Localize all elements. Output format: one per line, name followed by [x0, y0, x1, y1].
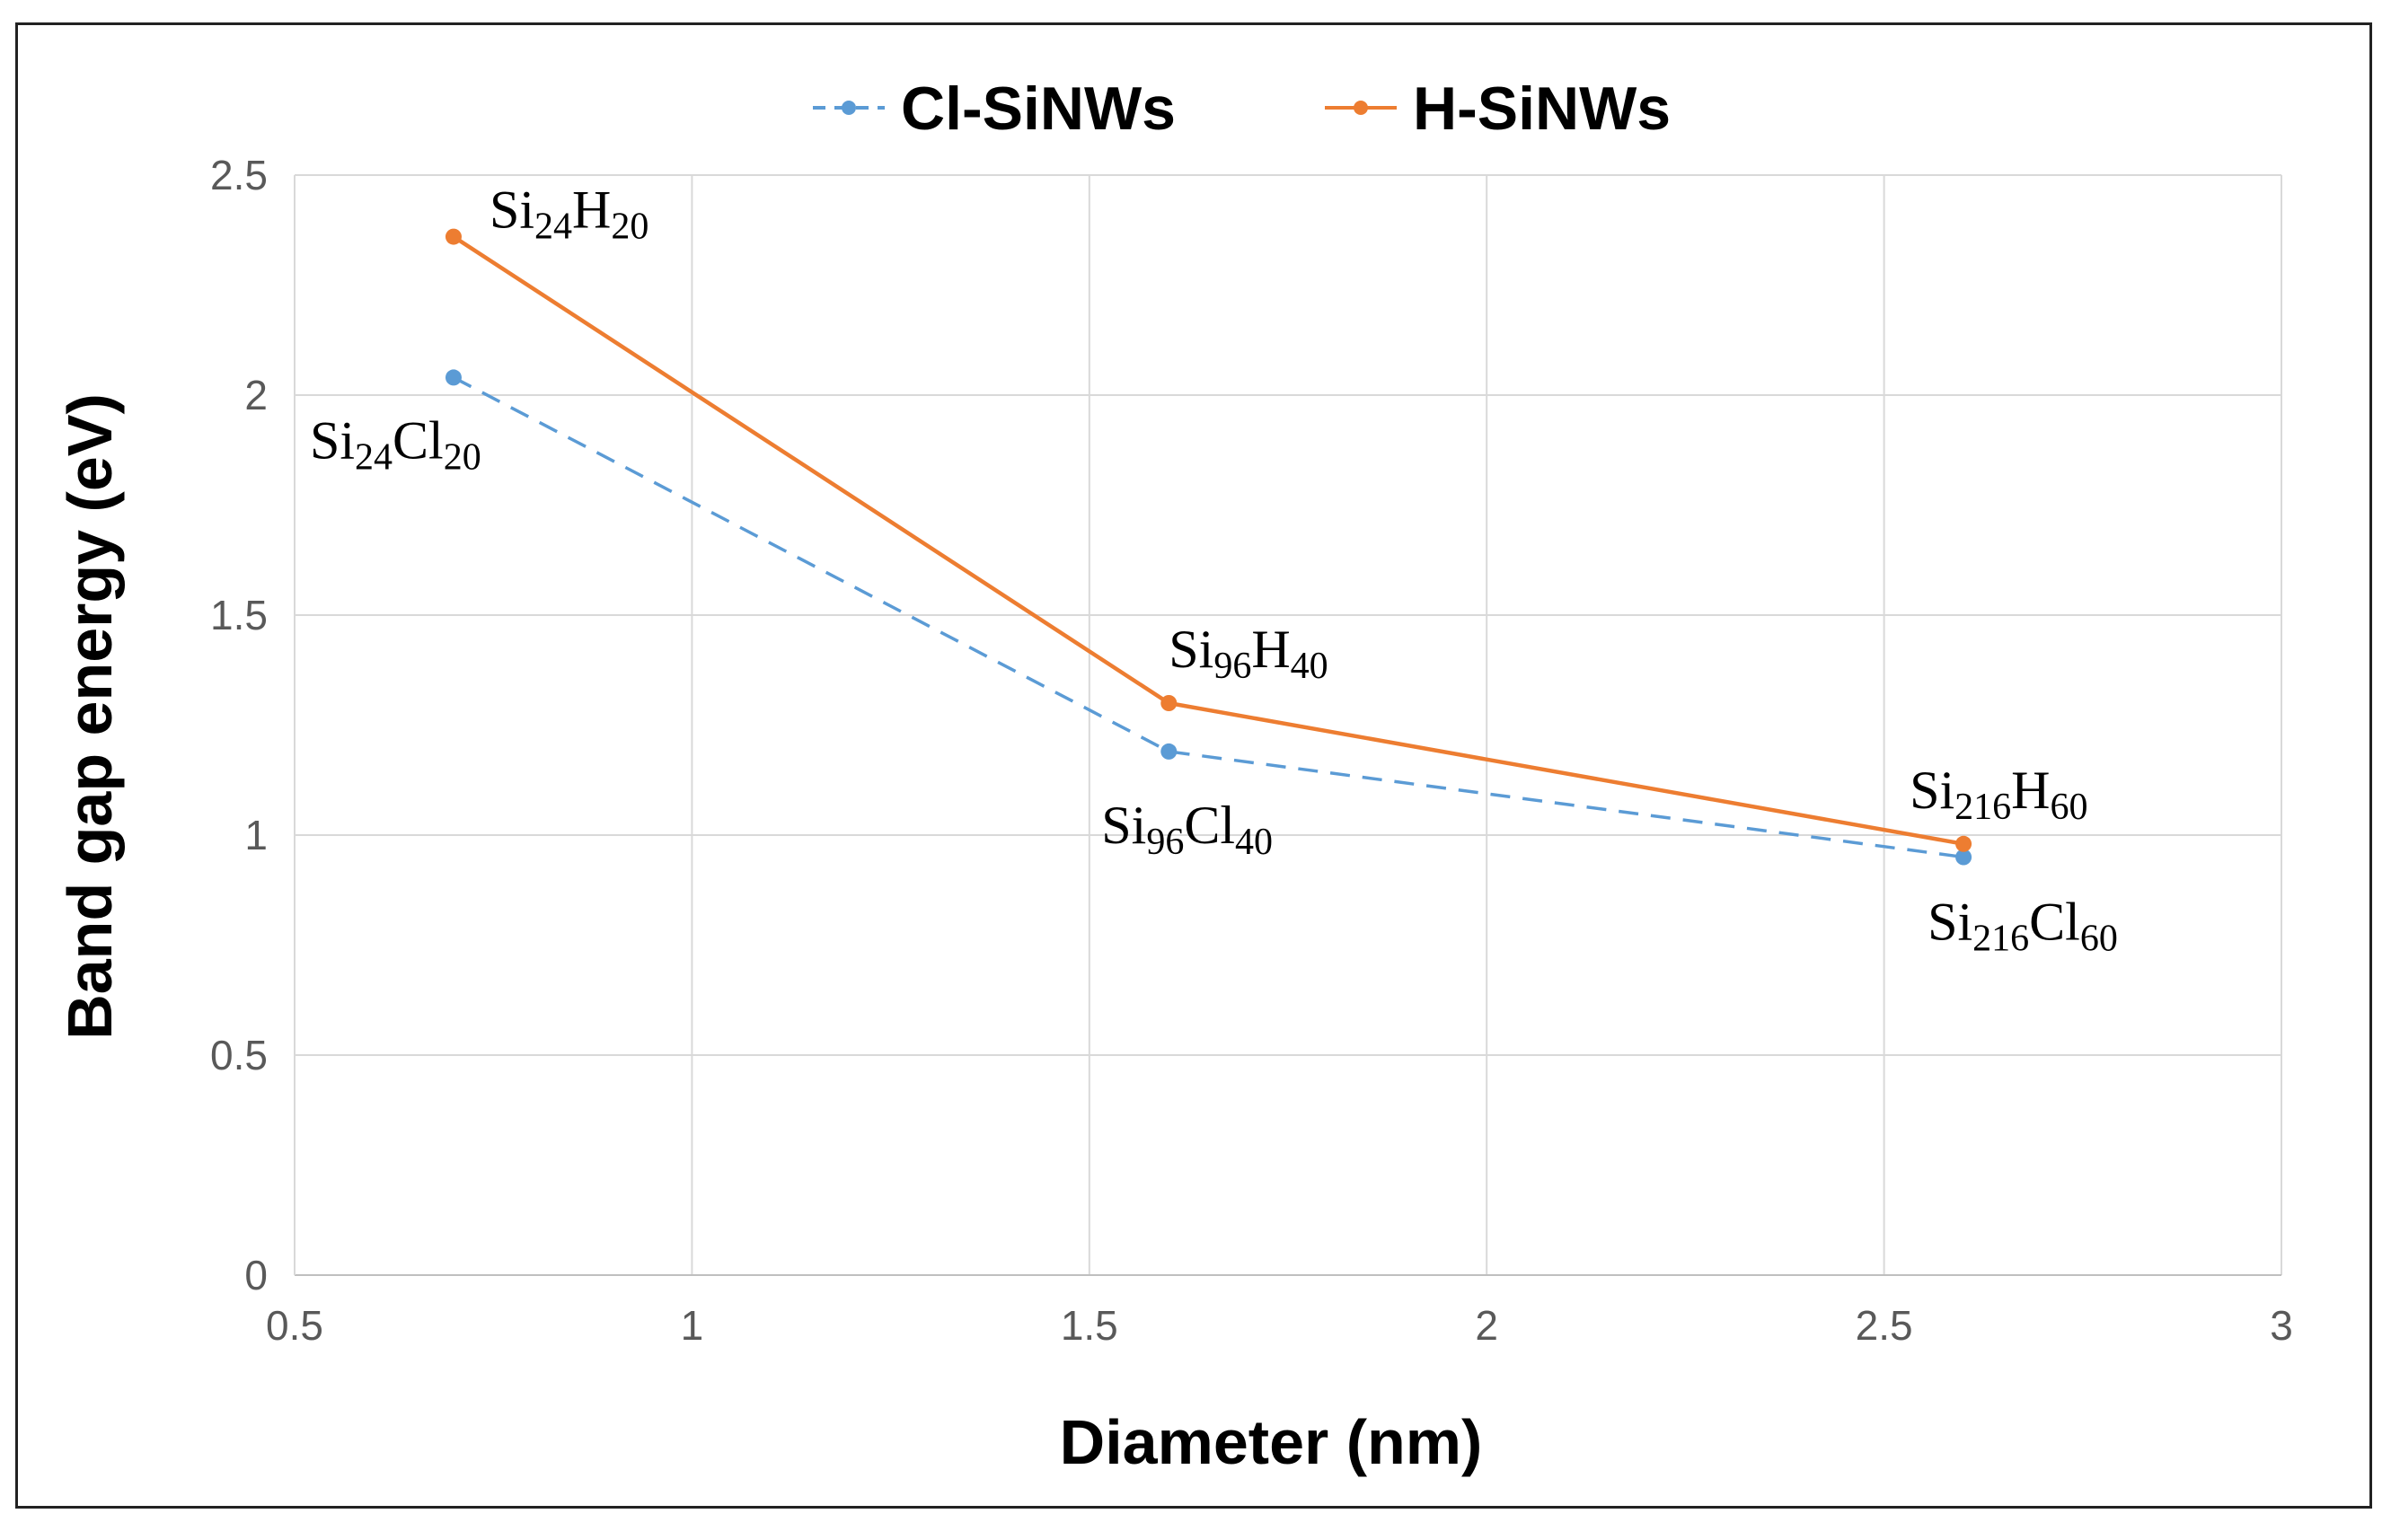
data-point: [1955, 835, 1972, 852]
data-point: [1955, 849, 1972, 866]
legend-marker-cl: [842, 101, 856, 115]
series-line-h: [452, 234, 1964, 847]
x-tick-label: 2.5: [1856, 1302, 1913, 1349]
y-tick-label: 2.5: [210, 152, 268, 198]
chart-frame: [15, 22, 2372, 1509]
point-label: Si96H40: [1169, 620, 1328, 687]
data-point: [1160, 695, 1178, 711]
x-tick-label: 1.5: [1061, 1302, 1118, 1349]
y-tick-label: 1: [244, 812, 268, 858]
point-label: Si96Cl40: [1101, 796, 1273, 863]
series-line-cl: [453, 375, 1964, 859]
point-label: Si24Cl20: [310, 410, 481, 478]
series: [445, 228, 1972, 866]
point-label: Si24H20: [490, 180, 648, 248]
y-tick-label: 2: [244, 372, 268, 418]
x-tick-label: 2: [1475, 1302, 1498, 1349]
legend: Cl-SiNWs H-SiNWs: [813, 75, 1671, 143]
x-tick-label: 3: [2270, 1302, 2293, 1349]
x-tick-label: 1: [681, 1302, 704, 1349]
x-tick-label: 0.5: [266, 1302, 323, 1349]
legend-label-cl: Cl-SiNWs: [901, 75, 1176, 143]
y-tick-label: 0: [244, 1252, 268, 1298]
y-axis-title: Band gap energy (eV): [55, 393, 125, 1040]
axes: [294, 175, 2281, 1276]
y-tick-label: 0.5: [210, 1032, 268, 1078]
point-label: Si216H60: [1910, 761, 2087, 828]
x-axis-title: Diameter (nm): [1060, 1407, 1483, 1477]
data-point: [445, 228, 462, 245]
point-label: Si216Cl60: [1928, 893, 2118, 960]
y-tick-label: 1.5: [210, 592, 268, 638]
data-point: [1160, 743, 1178, 760]
legend-label-h: H-SiNWs: [1413, 75, 1671, 143]
point-annotations: Si24Cl20 Si96Cl40 Si216Cl60 Si24H20 Si96H40 S…: [310, 180, 2118, 960]
tick-labels: 00.511.522.50.5 1 1.5 2 2.5 3: [210, 152, 2293, 1349]
data-point: [445, 369, 462, 386]
legend-marker-h: [1354, 101, 1368, 115]
